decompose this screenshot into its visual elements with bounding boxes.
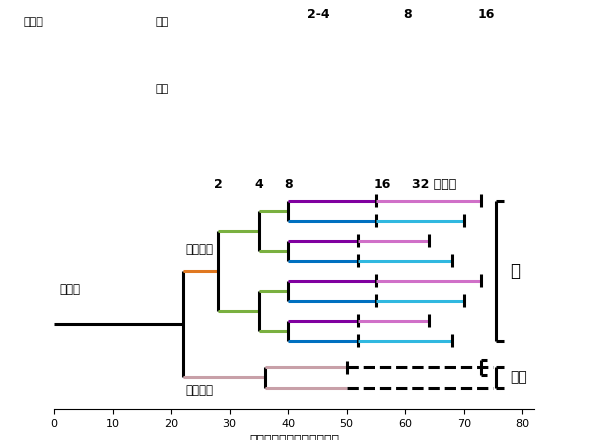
Text: 16: 16	[373, 178, 391, 191]
Text: 8: 8	[404, 8, 412, 22]
X-axis label: 受精からの経遷時間（時）: 受精からの経遷時間（時）	[249, 434, 339, 440]
Text: 2: 2	[214, 178, 222, 191]
Text: 胧柄: 胧柄	[511, 370, 527, 385]
Text: 胧: 胧	[511, 262, 521, 280]
Text: 16: 16	[478, 8, 494, 22]
Text: 基部細胞: 基部細胞	[186, 384, 214, 397]
Text: 受精卵: 受精卵	[24, 17, 44, 27]
Text: 頂端: 頂端	[155, 17, 169, 27]
Text: 8: 8	[284, 178, 292, 191]
Text: 受精卵: 受精卵	[60, 282, 81, 296]
Text: 基部: 基部	[155, 84, 169, 94]
Text: 32 細胞期: 32 細胞期	[412, 178, 457, 191]
Text: 2-4: 2-4	[307, 8, 329, 22]
Text: 4: 4	[254, 178, 263, 191]
Text: 頂端細胞: 頂端細胞	[186, 242, 214, 256]
